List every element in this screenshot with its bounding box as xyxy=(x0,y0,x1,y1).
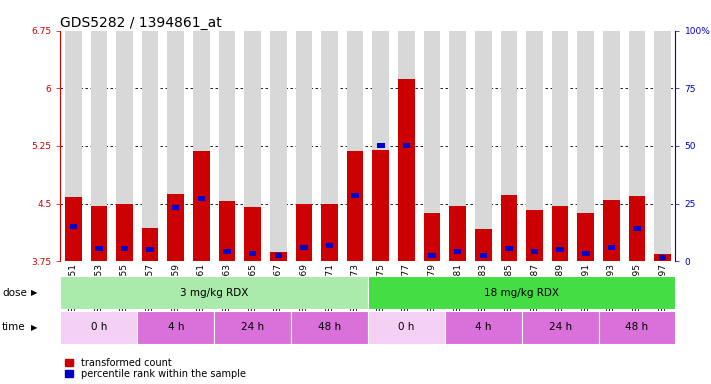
Bar xyxy=(326,243,333,248)
Bar xyxy=(95,245,102,251)
Bar xyxy=(428,253,436,258)
Bar xyxy=(599,311,675,344)
Bar xyxy=(193,31,210,261)
Bar xyxy=(141,228,159,261)
Bar xyxy=(347,151,363,261)
Bar xyxy=(300,245,308,250)
Bar xyxy=(608,245,615,250)
Bar xyxy=(347,31,363,261)
Bar xyxy=(629,196,646,261)
Bar xyxy=(214,311,291,344)
Bar xyxy=(270,31,287,261)
Bar xyxy=(249,251,257,256)
Bar xyxy=(245,207,261,261)
Bar xyxy=(603,31,620,261)
Bar xyxy=(116,31,133,261)
Bar xyxy=(526,210,542,261)
Bar xyxy=(377,143,385,149)
Bar xyxy=(654,31,671,261)
Bar xyxy=(454,249,461,255)
Bar xyxy=(296,31,312,261)
Text: 4 h: 4 h xyxy=(475,322,491,333)
Bar xyxy=(475,31,491,261)
Bar xyxy=(449,206,466,261)
Text: ▶: ▶ xyxy=(31,323,37,332)
Bar xyxy=(526,31,542,261)
Text: 24 h: 24 h xyxy=(549,322,572,333)
Bar xyxy=(70,224,77,229)
Bar xyxy=(368,276,675,309)
Bar xyxy=(219,31,235,261)
Text: 24 h: 24 h xyxy=(241,322,264,333)
Text: dose: dose xyxy=(2,288,27,298)
Bar xyxy=(501,195,517,261)
Bar xyxy=(223,248,231,254)
Bar xyxy=(557,247,564,252)
Text: 48 h: 48 h xyxy=(318,322,341,333)
Bar xyxy=(398,79,415,261)
Text: 0 h: 0 h xyxy=(398,322,415,333)
Bar xyxy=(116,204,133,261)
Bar xyxy=(121,246,128,252)
Bar xyxy=(577,213,594,261)
Bar xyxy=(475,229,491,261)
Bar xyxy=(398,31,415,261)
Text: GDS5282 / 1394861_at: GDS5282 / 1394861_at xyxy=(60,16,222,30)
Bar xyxy=(552,31,569,261)
Bar xyxy=(146,247,154,252)
Bar xyxy=(219,201,235,261)
Bar xyxy=(445,311,522,344)
Bar xyxy=(141,31,159,261)
Bar xyxy=(60,311,137,344)
Bar xyxy=(629,31,646,261)
Bar xyxy=(291,311,368,344)
Bar xyxy=(90,206,107,261)
Bar xyxy=(634,226,641,232)
Bar xyxy=(90,31,107,261)
Legend: transformed count, percentile rank within the sample: transformed count, percentile rank withi… xyxy=(65,358,246,379)
Bar xyxy=(167,194,184,261)
Text: 4 h: 4 h xyxy=(168,322,184,333)
Text: 3 mg/kg RDX: 3 mg/kg RDX xyxy=(180,288,248,298)
Bar xyxy=(65,31,82,261)
Bar xyxy=(351,193,359,199)
Text: 0 h: 0 h xyxy=(91,322,107,333)
Bar xyxy=(193,151,210,261)
Text: 48 h: 48 h xyxy=(626,322,648,333)
Bar xyxy=(172,205,179,210)
Bar xyxy=(603,200,620,261)
Text: 18 mg/kg RDX: 18 mg/kg RDX xyxy=(484,288,559,298)
Text: ▶: ▶ xyxy=(31,288,37,297)
Bar xyxy=(582,251,589,256)
Bar xyxy=(296,204,312,261)
Bar xyxy=(654,254,671,261)
Bar xyxy=(449,31,466,261)
Bar xyxy=(424,213,440,261)
Bar xyxy=(65,197,82,261)
Bar xyxy=(198,196,205,202)
Bar xyxy=(373,150,389,261)
Bar xyxy=(505,246,513,252)
Bar xyxy=(368,311,445,344)
Bar xyxy=(577,31,594,261)
Bar xyxy=(373,31,389,261)
Bar xyxy=(274,253,282,258)
Bar xyxy=(659,255,666,260)
Bar xyxy=(501,31,517,261)
Text: time: time xyxy=(2,322,26,333)
Bar xyxy=(552,206,569,261)
Bar xyxy=(321,31,338,261)
Bar xyxy=(530,248,538,254)
Bar xyxy=(270,252,287,261)
Bar xyxy=(424,31,440,261)
Bar xyxy=(245,31,261,261)
Bar xyxy=(137,311,214,344)
Bar xyxy=(321,204,338,261)
Bar xyxy=(479,253,487,258)
Bar xyxy=(402,143,410,149)
Bar xyxy=(60,276,368,309)
Bar xyxy=(167,31,184,261)
Bar xyxy=(522,311,599,344)
